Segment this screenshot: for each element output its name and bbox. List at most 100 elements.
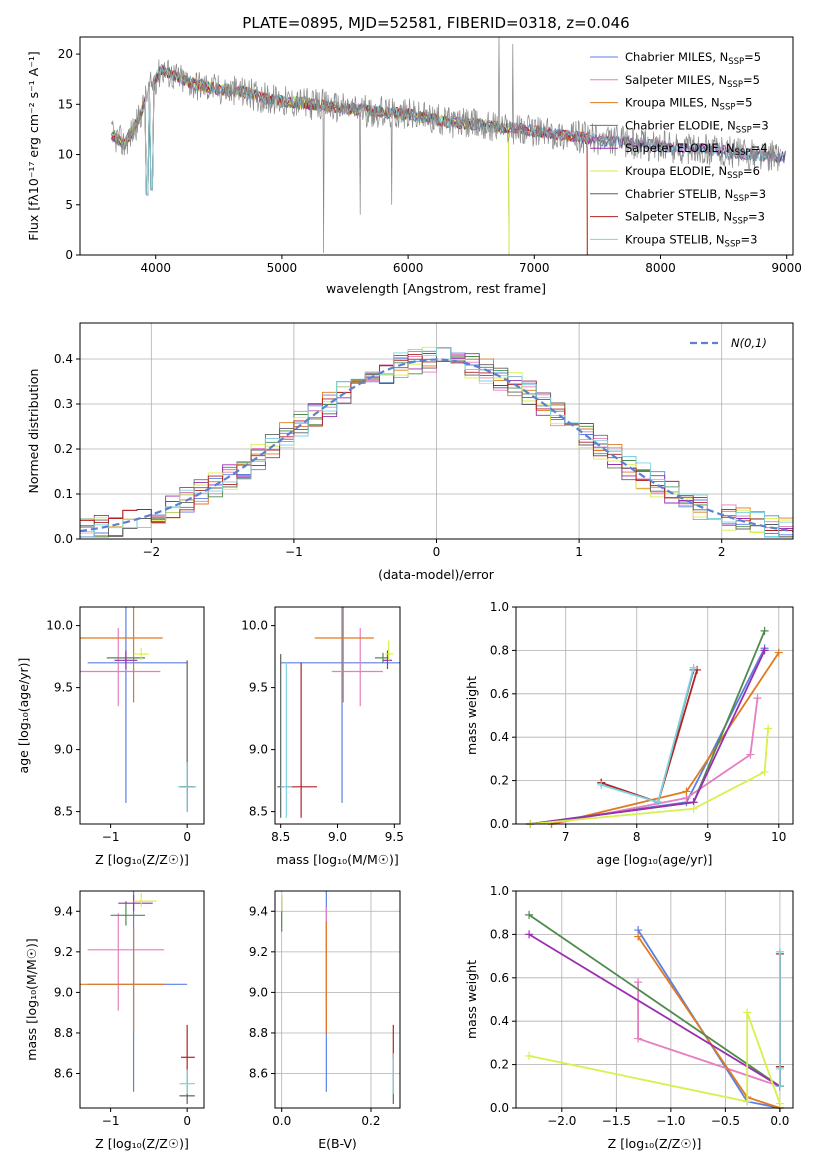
y-tick-label: 1.0: [490, 600, 509, 614]
mass-weight-line-cE: [528, 914, 781, 1088]
gaussian-curve: [79, 358, 794, 533]
x-axis-label: E(B-V): [318, 1136, 357, 1151]
axes-frame-spectrum: [79, 36, 794, 256]
marker-sE: [525, 930, 534, 939]
x-tick-label: 8.5: [271, 830, 290, 844]
x-axis-label: Z [log₁₀(Z/Z☉)]: [95, 852, 189, 867]
x-axis-label: mass [log₁₀(M/M☉)]: [276, 852, 398, 867]
y-tick-label: 8.6: [54, 1067, 73, 1081]
panel-massweight-Z: [516, 890, 793, 1109]
y-tick-label: 0.0: [490, 817, 509, 831]
marker-sM: [634, 1034, 643, 1043]
y-tick-label: 8.8: [249, 1026, 268, 1040]
y-axis-label: mass weight: [464, 960, 479, 1039]
x-tick-label: 0.0: [770, 1114, 789, 1128]
marker-sS: [693, 665, 702, 674]
y-tick-label: 15: [58, 97, 73, 111]
y-tick-label: 0.4: [54, 352, 73, 366]
x-tick-label: −1.0: [656, 1114, 685, 1128]
x-tick-label: 5000: [267, 261, 298, 275]
marker-kS: [775, 1064, 784, 1073]
marker-kS: [597, 780, 606, 789]
histogram-cS: [80, 347, 793, 538]
x-tick-label: 9.0: [328, 830, 347, 844]
histogram-kE: [80, 346, 793, 534]
y-tick-label: 0.0: [490, 1101, 509, 1115]
axes-frame-mass-ebv: [274, 890, 401, 1109]
legend-entry: Chabrier STELIB, NSSP=3: [625, 187, 766, 204]
x-tick-label: −1: [102, 830, 120, 844]
y-axis-label: age [log₁₀(age/yr)]: [16, 658, 31, 774]
mass-weight-line-kS: [600, 667, 695, 804]
y-tick-label: 10.0: [241, 619, 268, 633]
x-axis-label: (data-model)/error: [378, 567, 495, 582]
mass-weight-line-cM: [637, 929, 781, 1109]
y-tick-label: 0: [65, 248, 73, 262]
x-tick-label: 4000: [140, 261, 171, 275]
y-axis-label: Flux [fλ10⁻¹⁷ erg cm⁻² s⁻¹ A⁻¹]: [26, 51, 41, 240]
legend-entry: Salpeter STELIB, NSSP=3: [625, 210, 765, 227]
y-tick-label: 20: [58, 47, 73, 61]
mass-weight-line-sM: [637, 982, 781, 1088]
axes-frame-massweight-age: [515, 606, 794, 825]
marker-sM: [746, 750, 755, 759]
x-tick-label: −0.5: [711, 1114, 740, 1128]
x-tick-label: 0.2: [361, 1114, 380, 1128]
axes-frame-massweight-Z: [515, 890, 794, 1109]
axes-frame-age-mass: [274, 606, 401, 825]
marker-kE: [775, 1099, 784, 1108]
x-tick-label: −1.5: [602, 1114, 631, 1128]
x-axis-label: age [log₁₀(age/yr)]: [597, 852, 713, 867]
y-tick-label: 9.5: [249, 681, 268, 695]
y-tick-label: 0.4: [490, 1014, 509, 1028]
x-tick-label: 0: [433, 545, 441, 559]
y-tick-label: 9.0: [249, 743, 268, 757]
legend-entry: Kroupa ELODIE, NSSP=6: [625, 164, 760, 181]
marker-kS: [775, 1082, 784, 1091]
y-tick-label: 9.5: [54, 681, 73, 695]
legend-entry: Salpeter MILES, NSSP=5: [625, 73, 760, 90]
y-axis-label: mass [log₁₀(M/M☉)]: [24, 938, 39, 1060]
y-tick-label: 9.0: [54, 743, 73, 757]
panel-mass-ebv: [275, 891, 400, 1108]
marker-kE: [525, 1051, 534, 1060]
y-tick-label: 9.4: [249, 904, 268, 918]
legend-entry: Kroupa STELIB, NSSP=3: [625, 232, 757, 249]
x-tick-label: 8000: [645, 261, 676, 275]
y-tick-label: 0.2: [54, 442, 73, 456]
x-axis-label: Z [log₁₀(Z/Z☉)]: [608, 1136, 702, 1151]
legend-entry: Kroupa MILES, NSSP=5: [625, 96, 752, 113]
legend-entry: Salpeter ELODIE, NSSP=4: [625, 141, 768, 158]
marker-kE: [743, 1008, 752, 1017]
panel-massweight-age: [516, 606, 793, 825]
figure-title: PLATE=0895, MJD=52581, FIBERID=0318, z=0…: [242, 14, 629, 32]
marker-kM: [634, 932, 643, 941]
x-tick-label: 2: [718, 545, 726, 559]
y-tick-label: 9.0: [54, 985, 73, 999]
x-tick-label: 7000: [519, 261, 550, 275]
legend-entry: N(0,1): [731, 336, 767, 350]
y-tick-label: 0.2: [490, 1058, 509, 1072]
y-tick-label: 0.8: [490, 927, 509, 941]
mass-weight-line-kE: [530, 728, 769, 825]
x-axis-label: wavelength [Angstrom, rest frame]: [326, 281, 546, 296]
model-line-kE: [111, 68, 510, 255]
y-tick-label: 9.2: [249, 945, 268, 959]
marker-kM: [774, 648, 783, 657]
x-tick-label: −1: [285, 545, 303, 559]
marker-kE: [689, 804, 698, 813]
y-axis-label: Normed distribution: [26, 369, 41, 494]
mass-weight-line-sS: [600, 669, 698, 804]
y-tick-label: 8.6: [249, 1067, 268, 1081]
axes-frame-mass-Z: [79, 890, 205, 1109]
mass-weight-line-sM: [551, 697, 759, 825]
marker-cE: [760, 626, 769, 635]
x-tick-label: 8: [633, 830, 641, 844]
marker-sM: [753, 694, 762, 703]
y-tick-label: 10: [58, 148, 73, 162]
y-tick-label: 5: [65, 198, 73, 212]
model-line-cE: [111, 67, 510, 255]
marker-kS: [654, 798, 663, 807]
y-tick-label: 0.8: [490, 643, 509, 657]
